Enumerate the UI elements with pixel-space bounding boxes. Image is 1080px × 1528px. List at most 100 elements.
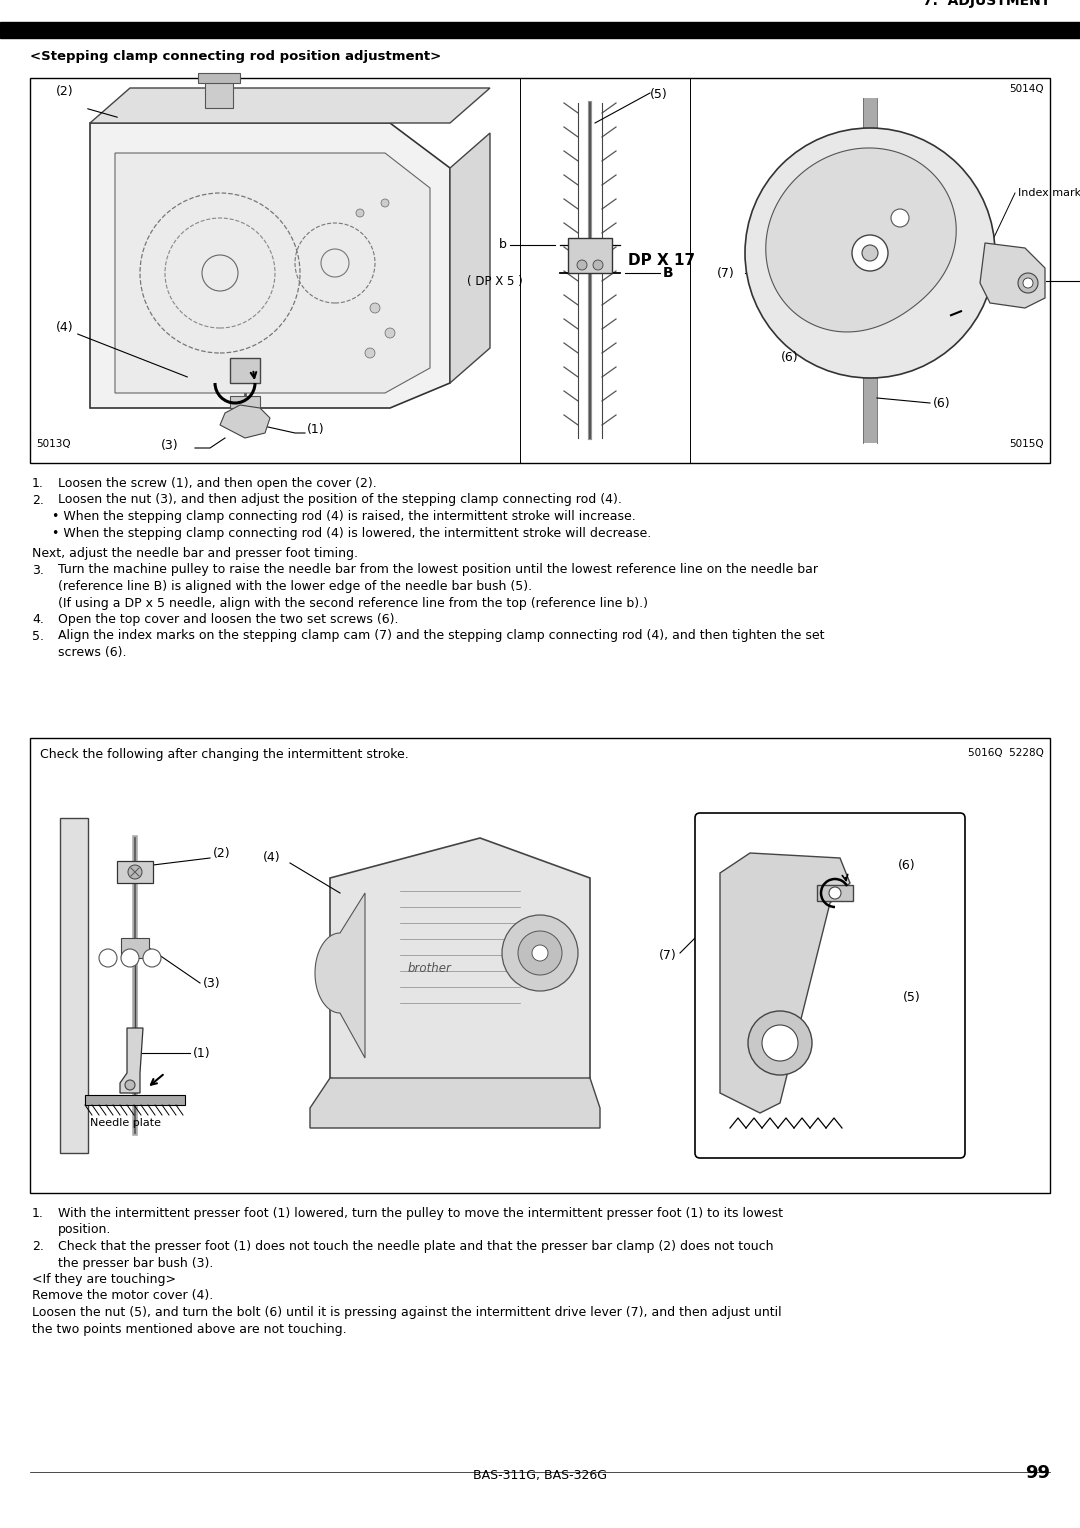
Bar <box>30 78 1050 463</box>
Circle shape <box>365 348 375 358</box>
Text: screws (6).: screws (6). <box>58 646 126 659</box>
Polygon shape <box>90 89 490 122</box>
Polygon shape <box>315 892 365 1057</box>
Polygon shape <box>450 133 490 384</box>
Text: (reference line B) is aligned with the lower edge of the needle bar bush (5).: (reference line B) is aligned with the l… <box>58 581 532 593</box>
Circle shape <box>862 244 878 261</box>
Polygon shape <box>90 122 450 408</box>
Text: 99: 99 <box>1025 1464 1050 1482</box>
Text: (4): (4) <box>56 321 73 335</box>
Polygon shape <box>60 817 87 1154</box>
Bar <box>568 238 612 274</box>
Text: (7): (7) <box>659 949 677 963</box>
Text: 2.: 2. <box>32 494 44 506</box>
Circle shape <box>748 1012 812 1076</box>
Text: b: b <box>499 238 507 252</box>
Text: (1): (1) <box>307 423 325 435</box>
Text: (3): (3) <box>203 976 220 990</box>
Text: (7): (7) <box>717 266 735 280</box>
Bar <box>863 98 877 443</box>
Bar <box>816 885 853 902</box>
Circle shape <box>577 260 588 270</box>
Polygon shape <box>114 153 430 393</box>
Text: (If using a DP x 5 needle, align with the second reference line from the top (re: (If using a DP x 5 needle, align with th… <box>58 596 648 610</box>
Text: ( DP X 5 ): ( DP X 5 ) <box>468 275 523 287</box>
Text: Next, adjust the needle bar and presser foot timing.: Next, adjust the needle bar and presser … <box>32 547 357 559</box>
Bar <box>30 738 1050 1193</box>
Polygon shape <box>980 243 1045 309</box>
Text: 5.: 5. <box>32 630 44 642</box>
Circle shape <box>891 209 909 228</box>
Circle shape <box>1023 278 1032 287</box>
Text: Check the following after changing the intermittent stroke.: Check the following after changing the i… <box>40 749 408 761</box>
Text: 5014Q: 5014Q <box>1010 84 1044 95</box>
Text: position.: position. <box>58 1224 111 1236</box>
Text: 3.: 3. <box>32 564 44 576</box>
Polygon shape <box>310 1077 600 1128</box>
Text: <Stepping clamp connecting rod position adjustment>: <Stepping clamp connecting rod position … <box>30 50 442 63</box>
Text: (5): (5) <box>903 992 921 1004</box>
Text: (1): (1) <box>193 1047 211 1059</box>
Text: BAS-311G, BAS-326G: BAS-311G, BAS-326G <box>473 1468 607 1482</box>
Text: Open the top cover and loosen the two set screws (6).: Open the top cover and loosen the two se… <box>58 613 399 626</box>
Text: 7.  ADJUSTMENT: 7. ADJUSTMENT <box>922 0 1050 8</box>
Circle shape <box>852 235 888 270</box>
Text: the presser bar bush (3).: the presser bar bush (3). <box>58 1256 214 1270</box>
Circle shape <box>125 1080 135 1089</box>
Text: 4.: 4. <box>32 613 44 626</box>
Text: Turn the machine pulley to raise the needle bar from the lowest position until t: Turn the machine pulley to raise the nee… <box>58 564 818 576</box>
Text: (6): (6) <box>897 859 916 871</box>
Circle shape <box>370 303 380 313</box>
Text: • When the stepping clamp connecting rod (4) is raised, the intermittent stroke : • When the stepping clamp connecting rod… <box>52 510 636 523</box>
Circle shape <box>381 199 389 206</box>
Text: 5015Q: 5015Q <box>1010 439 1044 449</box>
Text: (2): (2) <box>213 847 231 859</box>
Circle shape <box>745 128 995 377</box>
Circle shape <box>762 1025 798 1060</box>
Circle shape <box>518 931 562 975</box>
Bar <box>230 396 260 408</box>
Circle shape <box>99 949 117 967</box>
Text: 5013Q: 5013Q <box>36 439 70 449</box>
Polygon shape <box>220 405 270 439</box>
Bar <box>0 21 1080 38</box>
Text: brother: brother <box>408 961 451 975</box>
Bar <box>121 938 149 958</box>
Circle shape <box>532 944 548 961</box>
Text: (2): (2) <box>56 86 73 98</box>
Text: 1.: 1. <box>32 477 44 490</box>
Text: B: B <box>663 266 674 280</box>
Bar <box>117 860 153 883</box>
Circle shape <box>829 886 841 898</box>
Polygon shape <box>766 148 956 332</box>
Text: With the intermittent presser foot (1) lowered, turn the pulley to move the inte: With the intermittent presser foot (1) l… <box>58 1207 783 1219</box>
Text: Needle plate: Needle plate <box>90 1118 161 1128</box>
Text: (3): (3) <box>160 439 178 451</box>
Text: (6): (6) <box>781 351 798 365</box>
Bar <box>230 358 260 384</box>
Circle shape <box>502 915 578 992</box>
Text: (5): (5) <box>650 89 667 101</box>
Circle shape <box>237 420 253 435</box>
Circle shape <box>1018 274 1038 293</box>
Text: Check that the presser foot (1) does not touch the needle plate and that the pre: Check that the presser foot (1) does not… <box>58 1241 773 1253</box>
Text: Index mark: Index mark <box>1018 188 1080 199</box>
FancyBboxPatch shape <box>696 813 966 1158</box>
Polygon shape <box>330 837 590 1118</box>
Bar <box>85 1096 185 1105</box>
Circle shape <box>356 209 364 217</box>
Text: DP X 17: DP X 17 <box>627 254 696 267</box>
Text: Loosen the screw (1), and then open the cover (2).: Loosen the screw (1), and then open the … <box>58 477 377 490</box>
Circle shape <box>121 949 139 967</box>
Text: • When the stepping clamp connecting rod (4) is lowered, the intermittent stroke: • When the stepping clamp connecting rod… <box>52 527 651 539</box>
Text: Loosen the nut (3), and then adjust the position of the stepping clamp connectin: Loosen the nut (3), and then adjust the … <box>58 494 622 506</box>
Bar <box>205 78 233 108</box>
Text: 2.: 2. <box>32 1241 44 1253</box>
Text: Align the index marks on the stepping clamp cam (7) and the stepping clamp conne: Align the index marks on the stepping cl… <box>58 630 824 642</box>
Text: (6): (6) <box>933 396 950 410</box>
Text: Remove the motor cover (4).: Remove the motor cover (4). <box>32 1290 213 1302</box>
Polygon shape <box>120 1028 143 1093</box>
Text: the two points mentioned above are not touching.: the two points mentioned above are not t… <box>32 1323 347 1335</box>
Circle shape <box>129 865 141 879</box>
Circle shape <box>593 260 603 270</box>
